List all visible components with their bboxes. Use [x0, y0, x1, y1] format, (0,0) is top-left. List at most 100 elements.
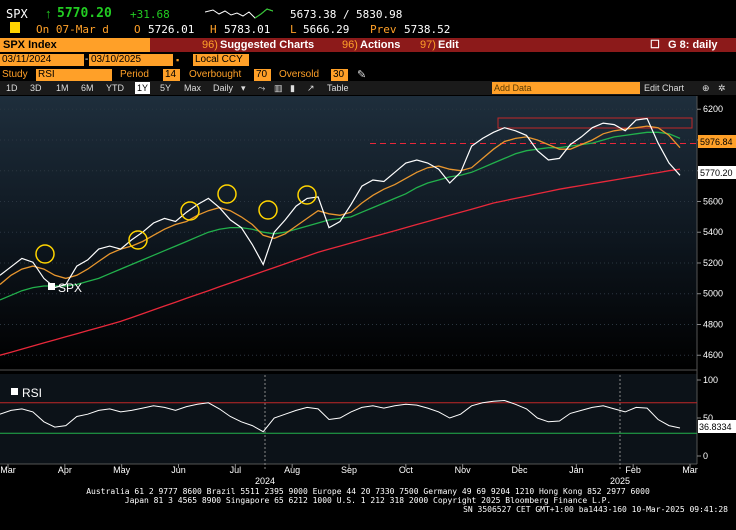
y-tick-label: 4600 — [703, 350, 723, 360]
low-label: L — [290, 23, 297, 36]
x-tick-label: May — [113, 465, 131, 475]
oversold-label: Oversold — [279, 69, 320, 80]
rsi-panel — [0, 374, 697, 464]
y-tick-label: 4800 — [703, 319, 723, 329]
footer-contacts: Australia 61 2 9777 8600 Brazil 5511 239… — [86, 487, 650, 496]
end-date-field[interactable]: 03/10/2025 — [89, 54, 173, 66]
suggested-charts-number: 96) — [202, 39, 218, 51]
zoom-icon[interactable]: ⊕ — [702, 83, 710, 93]
study-row: Study RSI Period 14 Overbought 70 Overso… — [0, 68, 736, 82]
date-dash: - — [85, 54, 89, 65]
year-label-2025: 2025 — [610, 476, 630, 486]
reference-label-box — [698, 135, 736, 148]
security-field[interactable]: SPX Index — [0, 38, 150, 52]
edit-number: 97) — [420, 39, 436, 51]
price-chart[interactable]: 460048005000520054005600580060006200 Mar… — [0, 96, 736, 486]
quote-date: On 07-Mar d — [36, 23, 109, 36]
draw-icon[interactable]: ↗ — [307, 83, 315, 93]
y-tick-label: 5200 — [703, 258, 723, 268]
footer-copyright: Japan 81 3 4565 8900 Singapore 65 6212 1… — [124, 496, 612, 505]
period-field[interactable]: 14 — [163, 69, 180, 81]
rsi-tick-label: 0 — [703, 451, 708, 461]
sparkline-icon — [205, 8, 273, 19]
candle-chart-icon[interactable]: ▮ — [290, 83, 295, 93]
range-ytd[interactable]: YTD — [106, 83, 124, 93]
highlight-circles — [35, 184, 317, 264]
chevron-down-icon[interactable]: ▾ — [241, 83, 246, 93]
frequency-dropdown[interactable]: Daily — [213, 83, 234, 93]
net-change: +31.68 — [130, 8, 170, 21]
y-tick-label: 5600 — [703, 196, 723, 206]
pencil-icon[interactable]: ✎ — [357, 69, 367, 81]
y-tick-label: 6200 — [703, 104, 723, 114]
y-tick-label: 5000 — [703, 289, 723, 299]
calendar-icon[interactable]: ▪ — [176, 55, 180, 65]
actions-menu[interactable]: Actions — [360, 39, 401, 51]
x-tick-label: Dec — [511, 465, 528, 475]
highlight-circle — [128, 230, 148, 250]
spx-legend-swatch — [48, 283, 55, 290]
up-arrow-icon: ↑ — [45, 6, 52, 21]
footer-session: SN 3506527 CET GMT+1:00 ba1443-160 10-Ma… — [463, 505, 728, 514]
footer: Australia 61 2 9777 8600 Brazil 5511 239… — [0, 486, 736, 530]
start-date-field[interactable]: 03/11/2024 — [0, 54, 84, 66]
overbought-field[interactable]: 70 — [254, 69, 271, 81]
rsi-tick-label: 100 — [703, 375, 718, 385]
rsi-series — [0, 399, 681, 433]
oversold-field[interactable]: 30 — [331, 69, 348, 81]
low-value: 5666.29 — [303, 23, 350, 36]
x-tick-label: Mar — [682, 465, 698, 475]
reference-label: 5976.84 — [700, 137, 733, 147]
x-tick-label: Mar — [0, 465, 16, 475]
high-label: H — [210, 23, 217, 36]
rsi-line — [0, 399, 681, 433]
quote-header: SPX ↑ 5770.20 +31.68 5673.38 / 5830.98 O… — [0, 0, 736, 38]
period-label: Period — [120, 69, 149, 80]
year-label-2024: 2024 — [255, 476, 275, 486]
prev-value: 5738.52 — [404, 23, 451, 36]
ma-green-line — [0, 131, 681, 301]
range-max[interactable]: Max — [184, 83, 202, 93]
suggested-charts-menu[interactable]: Suggested Charts — [220, 39, 315, 51]
x-tick-label: Feb — [625, 465, 641, 475]
overbought-label: Overbought — [189, 69, 242, 80]
range-1y[interactable]: 1Y — [135, 82, 151, 94]
rsi-legend-swatch — [11, 388, 18, 395]
rsi-tick-label: 50 — [703, 413, 713, 423]
range-3d[interactable]: 3D — [30, 83, 42, 93]
study-label: Study — [2, 69, 28, 80]
edit-chart-button[interactable]: Edit Chart — [644, 83, 685, 93]
x-tick-label: Jun — [171, 465, 186, 475]
rsi-axis: 0 50 100 — [697, 375, 718, 461]
ticker: SPX — [6, 7, 28, 21]
resistance-zone — [497, 117, 693, 129]
edit-menu[interactable]: Edit — [438, 39, 459, 51]
range-6m[interactable]: 6M — [81, 83, 94, 93]
x-tick-label: Jul — [230, 465, 242, 475]
range-low: 5673.38 — [290, 8, 337, 21]
chart-toolbar: 1D 3D 1M 6M YTD 1Y 5Y Max Daily ▾ ⤳ ▥ ▮ … — [0, 81, 736, 95]
price-axis: 460048005000520054005600580060006200 — [0, 104, 723, 360]
range-1m[interactable]: 1M — [56, 83, 69, 93]
last-price-label: 5770.20 — [700, 168, 733, 178]
news-icon[interactable] — [10, 22, 20, 33]
y-tick-label: 5400 — [703, 227, 723, 237]
table-button[interactable]: Table — [327, 83, 349, 93]
spx-line — [0, 117, 681, 289]
time-axis: Mar Apr May Jun Jul Aug Sep Oct Nov Dec Jan Feb Mar — [0, 464, 698, 475]
add-data-field[interactable]: Add Data — [492, 82, 640, 94]
actions-number: 96) — [342, 39, 358, 51]
currency-field[interactable]: Local CCY — [193, 54, 249, 66]
settings-icon[interactable]: ✲ — [718, 83, 726, 93]
study-field[interactable]: RSI — [36, 69, 112, 81]
line-chart-icon[interactable]: ⤳ — [258, 83, 266, 93]
range-high: 5830.98 — [356, 8, 403, 21]
add-data-placeholder: Add Data — [494, 83, 532, 93]
date-row: 03/11/2024 - 03/10/2025 ▪ Local CCY ⮌ › — [0, 53, 736, 120]
bar-chart-icon[interactable]: ▥ — [274, 83, 283, 93]
spx-legend-label: SPX — [58, 281, 82, 295]
range-1d[interactable]: 1D — [6, 83, 18, 93]
range-5y[interactable]: 5Y — [160, 83, 172, 93]
menu-bar: SPX Index 96) Suggested Charts 96) Actio… — [0, 38, 736, 52]
page-label[interactable]: G 8: daily — [668, 39, 718, 51]
